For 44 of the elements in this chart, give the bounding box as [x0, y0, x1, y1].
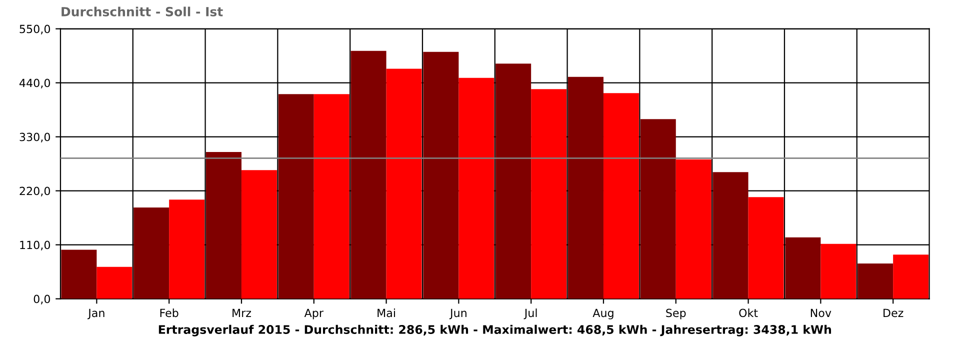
bar [314, 94, 350, 299]
x-tick-label: Jul [524, 308, 537, 320]
bar [748, 197, 784, 299]
x-tick-label: Nov [810, 308, 832, 318]
x-tick-label: Okt [739, 308, 758, 318]
bar [640, 119, 676, 299]
bar [61, 250, 97, 299]
bar [603, 93, 639, 299]
bar [206, 152, 242, 299]
y-tick-label: 0,0 [34, 294, 50, 304]
bar [712, 172, 748, 299]
y-tick-label: 110,0 [20, 240, 50, 250]
x-tick-label: Jan [88, 308, 104, 320]
x-tick-label: Aug [592, 308, 614, 320]
chart-title: Durchschnitt - Soll - Ist [62, 6, 223, 16]
y-tick-label: 550,0 [20, 24, 50, 34]
bar [858, 263, 894, 299]
bar [820, 244, 856, 299]
x-axis-title: Ertragsverlauf 2015 - Durchschnitt: 286,5 kWh - Maximalwert: 468,5 kWh - Jahresertrag: 3438,1 kWh [158, 324, 832, 336]
bar [676, 159, 712, 299]
y-tick-label: 440,0 [19, 78, 50, 88]
bar [278, 94, 314, 299]
bar [169, 200, 205, 299]
bar [531, 89, 567, 299]
bar [785, 237, 821, 299]
x-tick-label: Mai [378, 308, 395, 318]
bar [350, 50, 386, 299]
x-tick-label: Dez [884, 308, 904, 318]
bar [893, 254, 929, 299]
y-tick-label: 330,0 [20, 132, 50, 142]
bar [134, 207, 170, 299]
x-tick-label: Apr [304, 308, 324, 320]
bar [568, 76, 604, 299]
x-tick-label: Jun [449, 308, 466, 320]
bar [423, 52, 459, 299]
x-tick-label: Mrz [232, 308, 251, 317]
bar [458, 78, 494, 299]
bar [386, 68, 422, 299]
x-tick-label: Sep [666, 308, 686, 320]
bar [496, 64, 532, 299]
y-tick-label: 220,0 [20, 186, 50, 196]
bar [96, 266, 132, 299]
x-tick-label: Feb [160, 308, 178, 318]
bar [241, 170, 277, 299]
